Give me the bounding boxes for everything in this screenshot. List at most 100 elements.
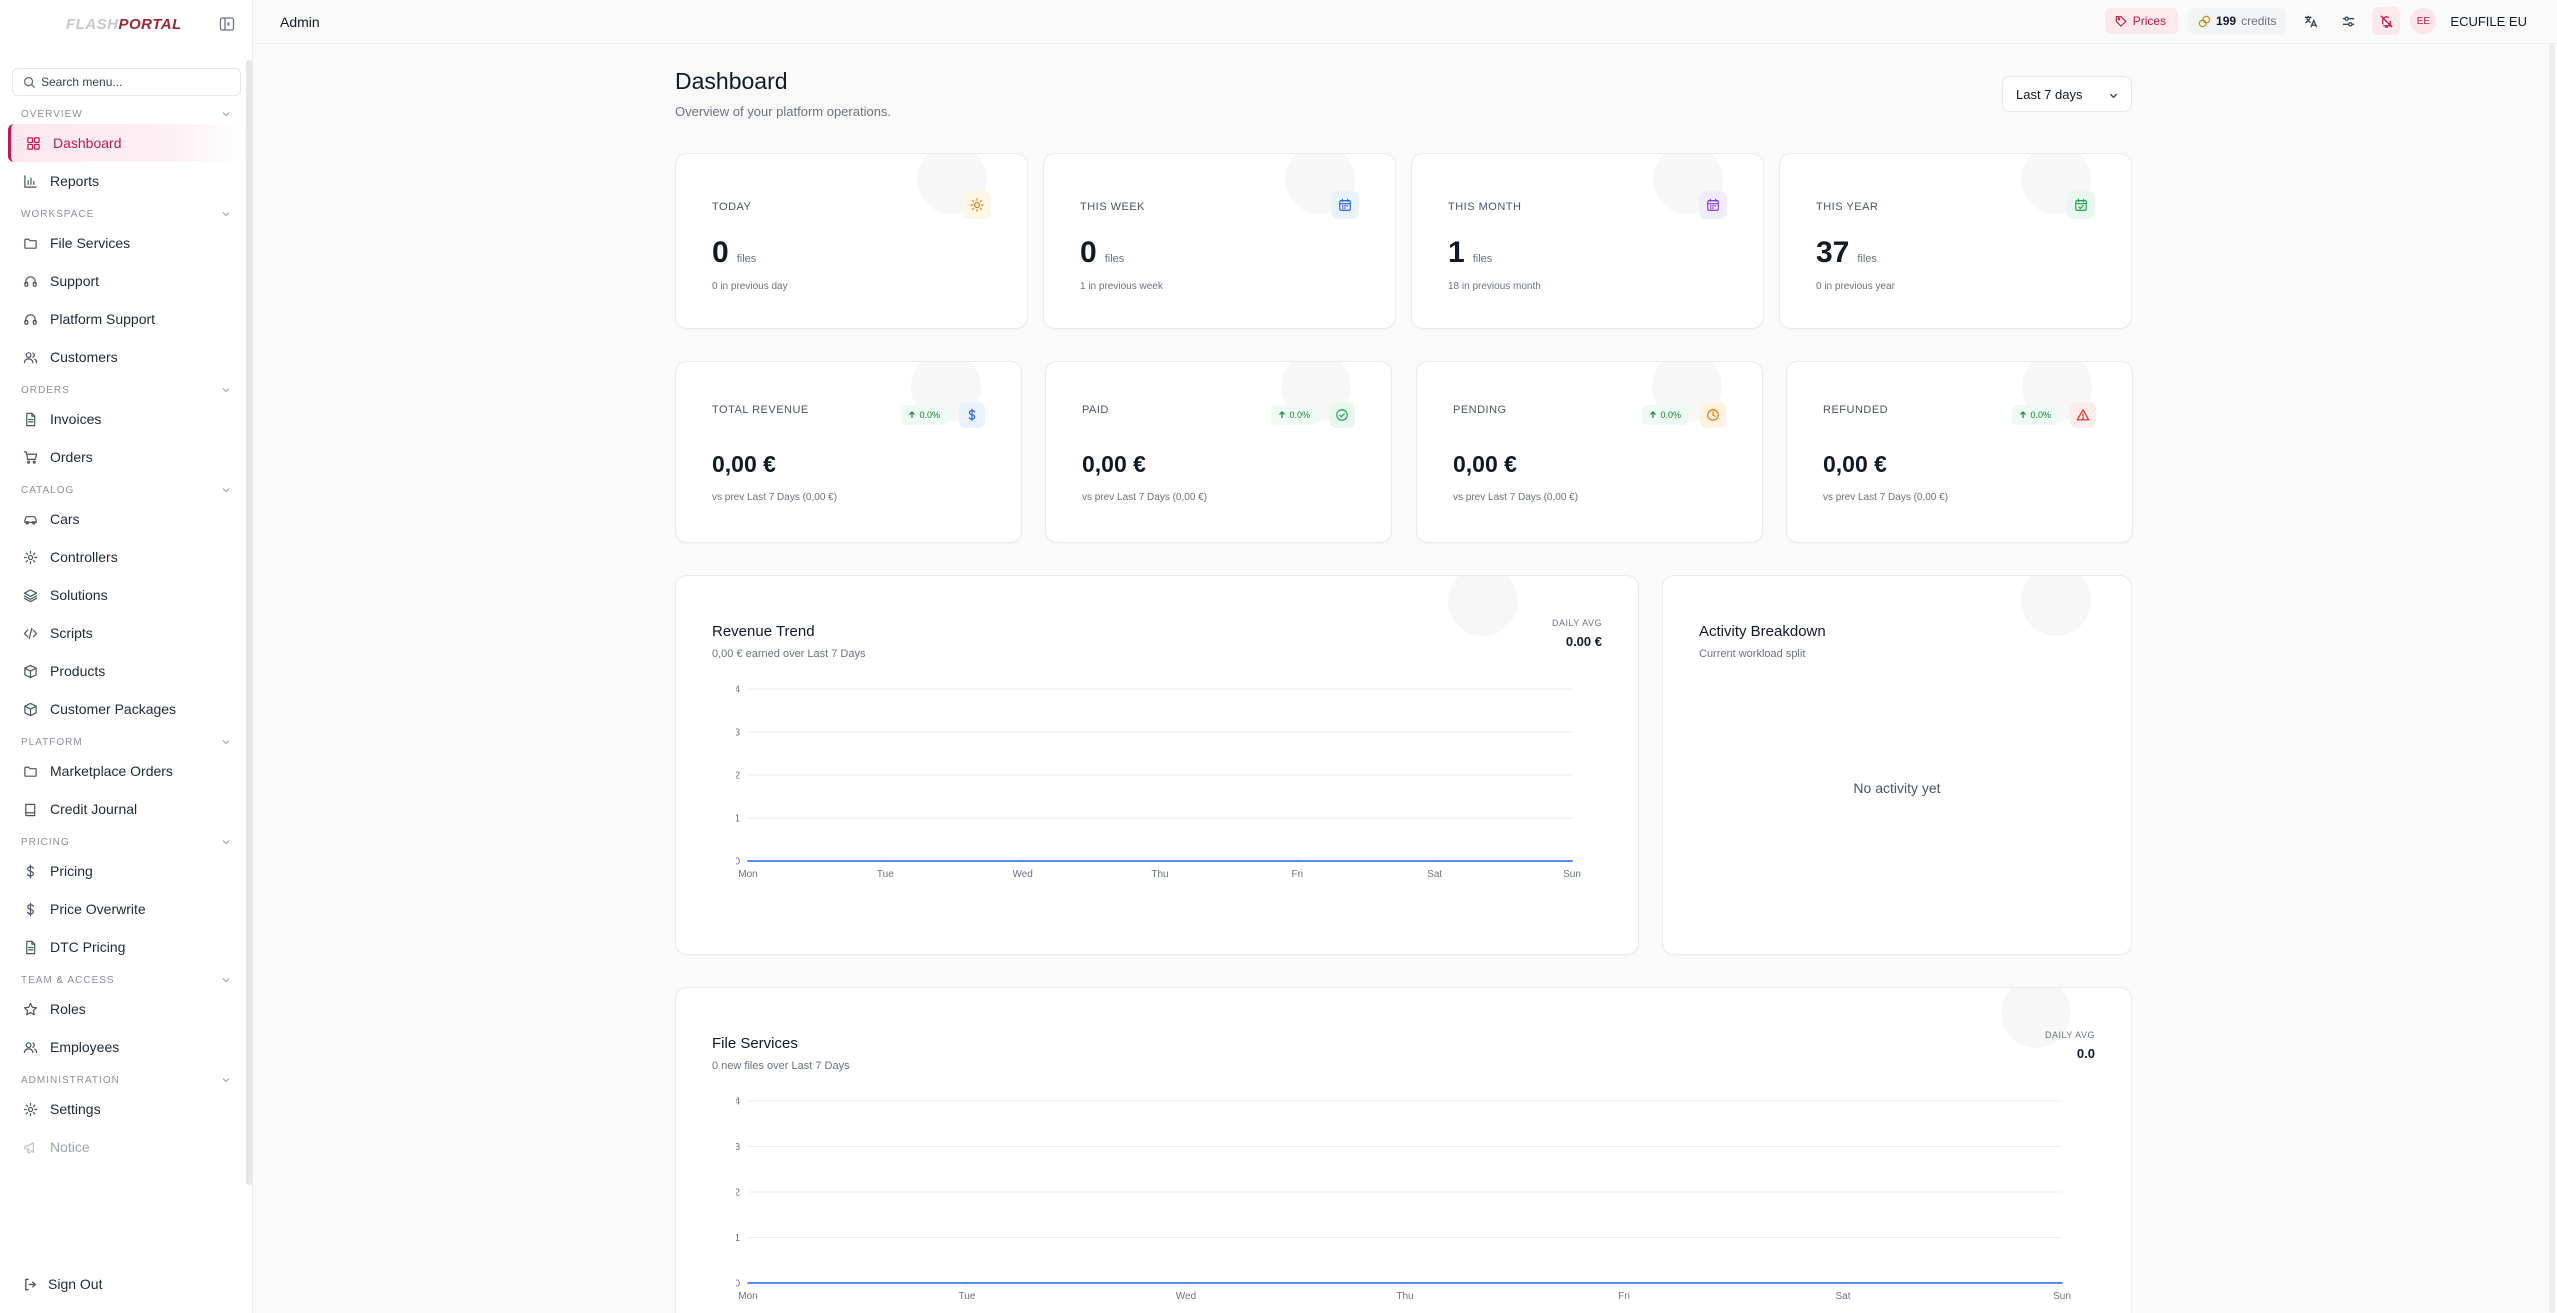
sidebar-item-orders[interactable]: Orders [0, 438, 253, 476]
sidebar-item-label: Customers [50, 349, 118, 365]
brand-logo[interactable]: FLASHPORTAL [66, 15, 182, 33]
sidebar-item-employees[interactable]: Employees [0, 1028, 253, 1066]
sidebar-item-platform-support[interactable]: Platform Support [0, 300, 253, 338]
revenue-card-refunded: REFUNDED 0.0% 0,00 € vs prev Last 7 Days (0… [1786, 361, 2133, 543]
revenue-trend-chart: 0 1 2 3 4 Mon Tue Wed Thu Fri Sat Sun [736, 685, 1581, 881]
sidebar-item-label: File Services [50, 235, 131, 251]
date-range-select[interactable]: Last 7 days [2002, 76, 2132, 112]
nav-group-overview[interactable]: OVERVIEW [0, 104, 253, 124]
code-icon [23, 627, 38, 639]
arrow-up-icon [909, 411, 916, 418]
y-tick-label: 3 [736, 1142, 740, 1153]
revenue-comparison: vs prev Last 7 Days (0,00 €) [1453, 492, 1579, 503]
data-point [966, 1282, 968, 1284]
sidebar-item-cars[interactable]: Cars [0, 500, 253, 538]
sidebar-item-price-overwrite[interactable]: Price Overwrite [0, 890, 253, 928]
revenue-label: PAID [1082, 404, 1109, 416]
nav-group-orders[interactable]: ORDERS [0, 380, 253, 400]
data-point [2061, 1282, 2063, 1284]
data-point [1433, 860, 1436, 862]
data-point [1159, 860, 1161, 862]
sign-out-button[interactable]: Sign Out [23, 1276, 102, 1292]
gear-icon [23, 550, 38, 564]
sidebar-item-solutions[interactable]: Solutions [0, 576, 253, 614]
data-point [1571, 860, 1573, 862]
nav-group-label: OVERVIEW [21, 108, 83, 120]
nav-group-administration[interactable]: ADMINISTRATION [0, 1070, 253, 1090]
nav-group-team-and-access[interactable]: TEAM & ACCESS [0, 970, 253, 990]
cart-icon [23, 450, 38, 464]
sidebar-item-reports[interactable]: Reports [0, 162, 253, 200]
revenue-card-total-revenue: TOTAL REVENUE 0.0% 0,00 € vs prev Last 7 Da… [675, 361, 1022, 543]
main-scrollbar[interactable] [2549, 44, 2555, 1313]
file-services-chart: 0 1 2 3 4 Mon Tue Wed Thu Fri Sat Sun [736, 1097, 2071, 1303]
sidebar-item-label: Roles [50, 1001, 86, 1017]
stat-label: THIS YEAR [1816, 201, 1879, 213]
data-point [1623, 1282, 1625, 1284]
x-tick-label: Fri [1618, 1291, 1630, 1302]
sidebar-item-products[interactable]: Products [0, 652, 253, 690]
sidebar-item-dashboard[interactable]: Dashboard [8, 124, 243, 162]
user-name[interactable]: ECUFILE EU [2450, 13, 2527, 29]
sidebar-item-label: Settings [50, 1101, 101, 1117]
stat-previous: 0 in previous year [1816, 281, 1895, 292]
search-icon [23, 76, 36, 89]
arrow-up-icon [2020, 411, 2027, 418]
prices-button[interactable]: Prices [2104, 8, 2179, 34]
stat-value: 37 files [1816, 236, 1877, 270]
sidebar-toggle-icon[interactable] [219, 16, 235, 32]
stat-icon-box [1331, 191, 1359, 219]
nav-group-workspace[interactable]: WORKSPACE [0, 204, 253, 224]
headset-icon [24, 313, 37, 325]
sidebar-item-notice[interactable]: Notice [0, 1128, 253, 1166]
settings-toggle-button[interactable] [2334, 7, 2362, 35]
sidebar-item-file-services[interactable]: File Services [0, 224, 253, 262]
sidebar-item-settings[interactable]: Settings [0, 1090, 253, 1128]
sidebar-item-scripts[interactable]: Scripts [0, 614, 253, 652]
x-tick-label: Mon [738, 1291, 757, 1302]
card-decoration [2021, 576, 2091, 636]
search-input[interactable]: Search menu... [12, 68, 241, 96]
sidebar-item-support[interactable]: Support [0, 262, 253, 300]
sidebar-item-customer-packages[interactable]: Customer Packages [0, 690, 253, 728]
revenue-icon-box [1329, 402, 1355, 428]
bar-chart-icon [24, 174, 37, 188]
credits-badge[interactable]: 199 credits [2188, 8, 2287, 34]
activity-subtitle: Current workload split [1699, 648, 1806, 660]
topbar-actions: Prices 199 credits EE ECUFILE EU [2104, 7, 2527, 35]
y-tick-label: 0 [736, 1279, 740, 1290]
sidebar-item-marketplace-orders[interactable]: Marketplace Orders [0, 752, 253, 790]
avatar[interactable]: EE [2410, 8, 2437, 34]
calendar-icon [1339, 198, 1351, 211]
sidebar-item-customers[interactable]: Customers [0, 338, 253, 376]
revenue-card-pending: PENDING 0.0% 0,00 € vs prev Last 7 Days (0,… [1416, 361, 1763, 543]
stat-card-this-week: THIS WEEK 0 files 1 in previous week [1043, 153, 1396, 329]
page-title: Dashboard [675, 68, 788, 94]
sidebar-item-controllers[interactable]: Controllers [0, 538, 253, 576]
sidebar-scrollbar[interactable] [246, 60, 252, 1185]
sidebar-item-invoices[interactable]: Invoices [0, 400, 253, 438]
nav-group-platform[interactable]: PLATFORM [0, 732, 253, 752]
nav-group-pricing[interactable]: PRICING [0, 832, 253, 852]
y-tick-label: 4 [736, 685, 740, 696]
file-services-title: File Services [712, 1035, 798, 1052]
sidebar-item-label: Cars [50, 511, 80, 527]
stat-previous: 18 in previous month [1448, 281, 1541, 292]
sidebar-nav: OVERVIEW Dashboard Reports WORKSPACE File Se… [0, 104, 253, 1170]
nav-group-catalog[interactable]: CATALOG [0, 480, 253, 500]
stat-number: 0 [1080, 236, 1097, 269]
sidebar-item-label: Employees [50, 1039, 120, 1055]
nav-group-label: WORKSPACE [21, 208, 95, 220]
sidebar-item-dtc-pricing[interactable]: DTC Pricing [0, 928, 253, 966]
notifications-button[interactable] [2372, 7, 2401, 35]
sliders-icon [2342, 15, 2355, 27]
sidebar-item-pricing[interactable]: Pricing [0, 852, 253, 890]
language-button[interactable] [2296, 7, 2324, 35]
data-point [1185, 1282, 1187, 1284]
sidebar-item-roles[interactable]: Roles [0, 990, 253, 1028]
x-tick-label: Sun [1563, 869, 1581, 880]
revenue-icon-box [1700, 402, 1726, 428]
revenue-comparison: vs prev Last 7 Days (0,00 €) [712, 492, 838, 503]
sidebar-item-credit-journal[interactable]: Credit Journal [0, 790, 253, 828]
topbar: Admin Prices 199 credits EE ECUFILE EU [254, 0, 2557, 44]
